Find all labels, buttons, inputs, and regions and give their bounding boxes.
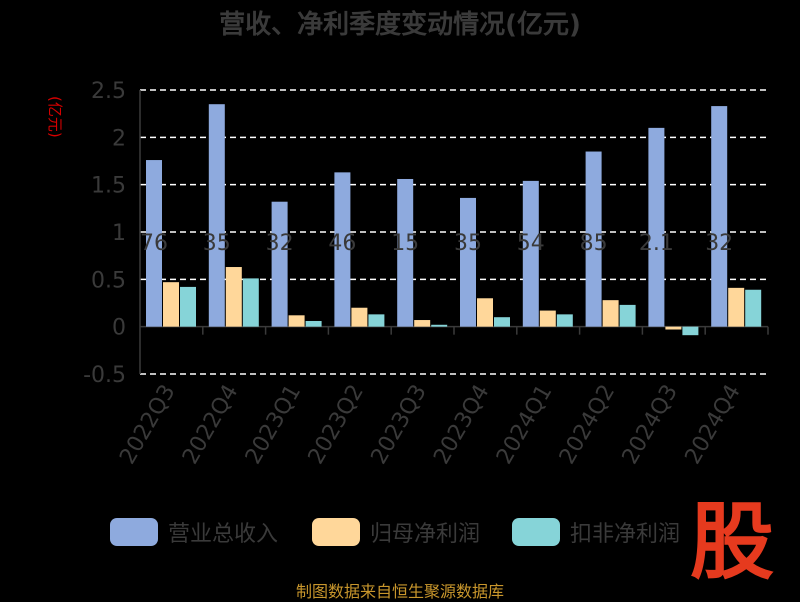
data-label: 32 [266, 231, 294, 256]
x-tick-label: 2024Q3 [618, 381, 683, 469]
legend-item-revenue[interactable]: 营业总收入 [110, 516, 278, 548]
x-tick-label: 2023Q4 [429, 381, 494, 469]
bar-revenue [522, 180, 539, 327]
legend-item-net-profit[interactable]: 归母净利润 [312, 516, 480, 548]
bar-deducted_profit [305, 320, 322, 327]
x-tick-label: 2022Q4 [178, 381, 243, 469]
bar-deducted_profit [619, 304, 636, 327]
bar-net_profit [602, 300, 619, 327]
bar-deducted_profit [368, 314, 385, 327]
chart-title: 营收、净利季度变动情况(亿元) [219, 10, 581, 40]
data-label: 35 [203, 231, 231, 256]
bar-revenue [397, 178, 414, 327]
legend-label-deducted-profit: 扣非净利润 [570, 522, 681, 547]
y-tick-label: 2 [112, 126, 126, 151]
legend-swatch-revenue [110, 518, 158, 546]
y-tick-label: 1 [112, 221, 126, 246]
legend-label-revenue: 营业总收入 [168, 522, 279, 547]
y-tick-label: 2.5 [91, 79, 126, 104]
legend-swatch-net-profit [312, 518, 360, 546]
bar-deducted_profit [556, 314, 573, 327]
data-label: 85 [580, 231, 608, 256]
data-label: 32 [705, 231, 733, 256]
data-label: 15 [391, 231, 419, 256]
bar-deducted_profit [431, 324, 448, 327]
y-tick-label: 0.5 [91, 268, 126, 293]
legend-label-net-profit: 归母净利润 [370, 522, 481, 547]
bar-revenue [711, 106, 728, 327]
bar-net_profit [477, 298, 493, 327]
x-tick-label: 2023Q1 [241, 381, 306, 469]
x-tick-label: 2024Q1 [492, 381, 557, 469]
data-label: 54 [517, 231, 545, 256]
bar-net_profit [539, 310, 556, 327]
stock-logo: 股 [690, 493, 775, 591]
bar-net_profit [351, 307, 368, 327]
bar-deducted_profit [745, 289, 762, 327]
bar-deducted_profit [180, 286, 196, 327]
bar-revenue [585, 151, 602, 327]
bar-deducted_profit [682, 326, 699, 336]
data-label: 46 [328, 231, 356, 256]
bar-revenue [146, 160, 162, 327]
bar-deducted_profit [242, 278, 259, 327]
bar-revenue [271, 201, 288, 327]
data-label: 2.1 [639, 231, 674, 256]
bar-net_profit [728, 287, 745, 327]
legend-swatch-deducted-profit [512, 518, 560, 546]
data-label: 35 [454, 231, 482, 256]
bar-net_profit [225, 267, 242, 327]
y-tick-label: -0.5 [83, 363, 126, 388]
y-tick-label: 0 [112, 316, 126, 341]
bar-net_profit [414, 320, 431, 327]
bar-revenue [334, 172, 351, 327]
x-tick-label: 2023Q3 [366, 380, 431, 468]
x-tick-label: 2022Q3 [115, 381, 180, 469]
bar-revenue [460, 197, 476, 327]
bar-revenue [648, 127, 665, 327]
legend-item-deducted-profit[interactable]: 扣非净利润 [512, 516, 680, 548]
data-label: 76 [140, 231, 168, 256]
x-tick-label: 2024Q4 [680, 381, 745, 469]
bar-net_profit [163, 282, 179, 327]
y-tick-label: 1.5 [91, 174, 126, 199]
x-tick-label: 2023Q2 [304, 381, 369, 469]
bar-revenue [208, 104, 225, 327]
x-tick-label: 2024Q2 [555, 381, 620, 469]
bar-net_profit [665, 326, 682, 330]
legend: 营业总收入 归母净利润 扣非净利润 [0, 516, 800, 556]
data-source-footer: 制图数据来自恒生聚源数据库 [295, 582, 504, 601]
bar-net_profit [288, 315, 305, 327]
bar-deducted_profit [494, 317, 510, 327]
